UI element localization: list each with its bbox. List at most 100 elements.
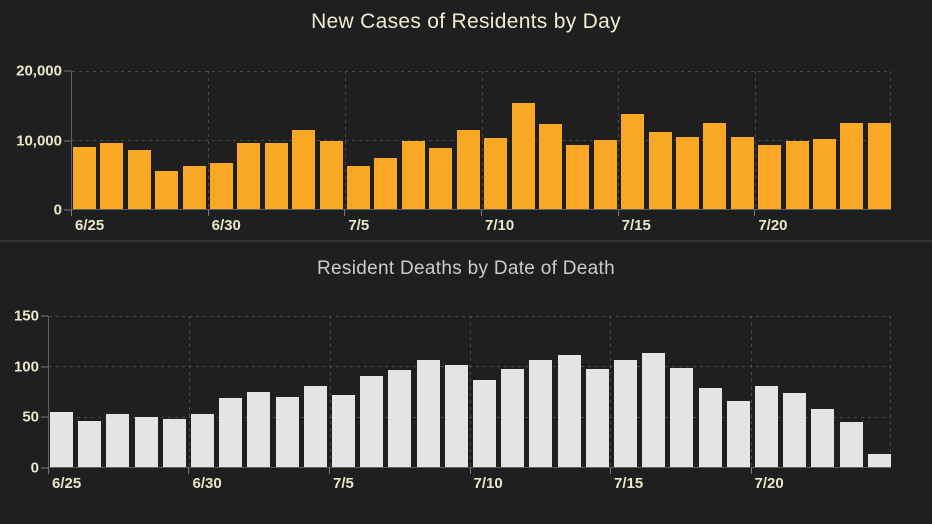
x-tick-label: 7/10 — [473, 475, 503, 492]
bar-7/21[interactable] — [783, 392, 807, 467]
x-tick-label: 6/25 — [52, 475, 82, 492]
bar-7/23[interactable] — [839, 421, 863, 467]
vertical-gridline — [189, 316, 191, 467]
bar-7/1[interactable] — [219, 397, 243, 467]
bar-7/6[interactable] — [374, 157, 398, 209]
vertical-gridline — [481, 71, 483, 209]
bar-6/26[interactable] — [78, 420, 102, 467]
bar-7/5[interactable] — [332, 394, 356, 467]
x-tick-label: 7/5 — [332, 475, 354, 492]
bar-7/17[interactable] — [670, 368, 694, 467]
bar-7/21[interactable] — [785, 141, 809, 209]
bar-7/22[interactable] — [812, 139, 836, 209]
new-cases-chart: New Cases of Residents by Day 20,000 10,0… — [0, 0, 932, 240]
bar-7/16[interactable] — [648, 131, 672, 209]
bar-7/18[interactable] — [703, 122, 727, 209]
y-tick-label: 100 — [13, 358, 39, 376]
bar-7/18[interactable] — [698, 388, 722, 467]
bar-7/15[interactable] — [614, 360, 638, 467]
bar-6/27[interactable] — [106, 413, 130, 467]
bar-7/2[interactable] — [264, 142, 288, 209]
resident-deaths-x-axis: 6/25 6/30 7/5 7/10 7/15 7/20 — [48, 468, 891, 510]
y-tick-label: 20,000 — [16, 62, 62, 80]
bar-7/5[interactable] — [347, 165, 371, 209]
bar-6/29[interactable] — [182, 166, 206, 209]
bar-7/19[interactable] — [726, 400, 750, 467]
x-tick-label: 7/5 — [348, 217, 370, 234]
resident-deaths-chart: Resident Deaths by Date of Death 150 100 5… — [0, 242, 932, 510]
bar-6/30[interactable] — [210, 163, 234, 209]
bar-7/13[interactable] — [566, 144, 590, 209]
x-tick-mark — [344, 210, 346, 216]
vertical-gridline — [750, 316, 752, 467]
x-tick-mark — [71, 210, 72, 216]
bar-7/19[interactable] — [730, 136, 754, 209]
bar-7/20[interactable] — [758, 144, 782, 209]
y-tick-label: 150 — [13, 307, 39, 325]
bar-6/26[interactable] — [100, 142, 124, 209]
bar-7/8[interactable] — [429, 147, 453, 209]
bar-7/11[interactable] — [501, 369, 525, 467]
bar-7/4[interactable] — [303, 386, 327, 467]
new-cases-chart-title: New Cases of Residents by Day — [311, 10, 621, 33]
bar-7/22[interactable] — [811, 408, 835, 467]
bar-7/10[interactable] — [473, 380, 497, 467]
bar-6/28[interactable] — [155, 171, 179, 209]
bar-7/13[interactable] — [557, 355, 581, 467]
bar-7/24[interactable] — [867, 123, 891, 209]
x-tick-mark — [609, 468, 611, 474]
x-tick-mark — [617, 210, 619, 216]
bar-6/29[interactable] — [162, 418, 186, 467]
bar-6/25[interactable] — [50, 411, 73, 467]
x-tick-label: 7/20 — [758, 217, 788, 234]
bar-7/20[interactable] — [755, 386, 779, 467]
x-tick-label: 7/20 — [754, 475, 784, 492]
bar-7/17[interactable] — [675, 137, 699, 209]
bar-7/2[interactable] — [247, 391, 271, 467]
y-tick-mark — [64, 70, 71, 72]
bar-7/3[interactable] — [292, 130, 316, 209]
bar-7/8[interactable] — [416, 360, 440, 467]
new-cases-x-axis: 6/25 6/30 7/5 7/10 7/15 7/20 — [71, 210, 891, 240]
bar-7/11[interactable] — [511, 103, 535, 209]
x-tick-mark — [207, 210, 209, 216]
bar-7/9[interactable] — [456, 130, 480, 209]
x-tick-label: 6/30 — [211, 217, 241, 234]
bar-7/24[interactable] — [867, 453, 891, 467]
bar-7/12[interactable] — [529, 360, 553, 467]
bar-7/7[interactable] — [388, 370, 412, 467]
bar-7/3[interactable] — [275, 396, 299, 467]
y-tick-mark — [41, 467, 48, 469]
y-tick-mark — [64, 209, 71, 211]
resident-deaths-plot-area — [48, 316, 891, 468]
bar-7/6[interactable] — [360, 376, 384, 467]
y-tick-mark — [64, 140, 71, 141]
bar-6/25[interactable] — [73, 146, 96, 209]
bar-7/4[interactable] — [319, 140, 343, 209]
x-tick-mark — [188, 468, 190, 474]
x-tick-mark — [750, 468, 752, 474]
bar-7/14[interactable] — [585, 369, 609, 467]
x-tick-label: 6/25 — [75, 217, 105, 234]
x-tick-mark — [328, 468, 330, 474]
new-cases-plot-area — [71, 71, 891, 210]
y-tick-label: 0 — [30, 459, 39, 477]
bar-7/9[interactable] — [444, 365, 468, 467]
bar-7/23[interactable] — [840, 122, 864, 209]
bar-7/7[interactable] — [401, 141, 425, 209]
bar-7/12[interactable] — [538, 124, 562, 209]
x-tick-label: 6/30 — [192, 475, 222, 492]
bar-7/16[interactable] — [642, 353, 666, 467]
bar-6/27[interactable] — [127, 150, 151, 209]
x-tick-mark — [469, 468, 471, 474]
bar-6/30[interactable] — [191, 413, 215, 467]
bar-7/14[interactable] — [593, 140, 617, 209]
y-tick-mark — [41, 315, 48, 317]
bar-7/10[interactable] — [484, 137, 508, 209]
resident-deaths-chart-title: Resident Deaths by Date of Death — [317, 258, 615, 279]
vertical-gridline — [610, 316, 612, 467]
bar-7/15[interactable] — [621, 113, 645, 209]
vertical-gridline — [208, 71, 210, 209]
bar-7/1[interactable] — [237, 142, 261, 209]
bar-6/28[interactable] — [134, 416, 158, 467]
